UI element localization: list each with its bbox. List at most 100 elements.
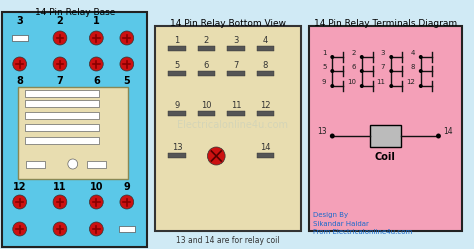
Text: 11: 11 [376,79,385,85]
Circle shape [90,31,103,45]
Text: 12: 12 [406,79,415,85]
Text: 3: 3 [233,36,238,45]
Bar [198,46,215,51]
Text: 1: 1 [174,36,180,45]
Text: 14: 14 [444,126,453,135]
Text: 11: 11 [53,182,67,192]
Bar [198,71,215,76]
Bar [168,71,186,76]
Circle shape [13,222,27,236]
Bar [227,111,245,116]
Bar [227,71,245,76]
Circle shape [120,31,134,45]
Text: 7: 7 [381,64,385,70]
Bar [256,71,274,76]
Bar [256,153,274,158]
Circle shape [330,69,334,73]
Circle shape [419,55,423,59]
FancyBboxPatch shape [309,26,462,231]
Text: 5: 5 [123,76,130,86]
Text: 10: 10 [90,182,103,192]
Text: 10: 10 [347,79,356,85]
Text: 8: 8 [16,76,23,86]
Bar [168,111,186,116]
Text: 9: 9 [174,101,180,110]
Circle shape [389,69,393,73]
Bar [168,153,186,158]
Circle shape [90,57,103,71]
Bar [119,226,135,232]
Circle shape [330,84,334,88]
Circle shape [436,133,441,138]
Circle shape [389,84,393,88]
Circle shape [90,222,103,236]
Text: 13: 13 [172,142,182,151]
Circle shape [13,195,27,209]
Bar [25,137,99,144]
Circle shape [330,133,335,138]
Circle shape [360,55,364,59]
Text: 7: 7 [56,76,64,86]
Text: 11: 11 [231,101,241,110]
Text: 14 Pin Relay Terminals Diagram: 14 Pin Relay Terminals Diagram [314,19,457,28]
Text: 4: 4 [263,36,268,45]
Text: 7: 7 [233,61,238,69]
Text: 2: 2 [204,36,209,45]
Bar [18,87,128,179]
Text: 1: 1 [93,16,100,26]
Text: 3: 3 [381,50,385,56]
Bar [25,100,99,107]
Circle shape [120,195,134,209]
Text: Design By
Sikandar Haidar
From Electricalonline4u.com: Design By Sikandar Haidar From Electrica… [313,212,412,235]
FancyBboxPatch shape [155,26,301,231]
Bar [168,46,186,51]
Bar [25,90,99,97]
Circle shape [360,69,364,73]
Text: 14 Pin Relay Bottom View: 14 Pin Relay Bottom View [170,19,286,28]
Text: 2: 2 [352,50,356,56]
Bar [256,111,274,116]
Circle shape [419,69,423,73]
Bar [26,161,45,168]
Bar [25,112,99,119]
Text: 8: 8 [410,64,415,70]
Text: 8: 8 [263,61,268,69]
Bar [12,35,27,41]
Text: 6: 6 [93,76,100,86]
Text: 9: 9 [123,182,130,192]
Text: 6: 6 [204,61,209,69]
Text: Coil: Coil [375,152,396,162]
Text: 13 and 14 are for relay coil: 13 and 14 are for relay coil [176,236,280,245]
Circle shape [389,55,393,59]
Circle shape [419,84,423,88]
Circle shape [53,195,67,209]
Text: Electricalonline4u.com: Electricalonline4u.com [177,120,289,130]
Text: 9: 9 [322,79,327,85]
Circle shape [53,222,67,236]
Text: 3: 3 [16,16,23,26]
Bar [370,125,401,147]
Circle shape [53,31,67,45]
Bar [25,124,99,131]
Circle shape [330,55,334,59]
Circle shape [68,159,78,169]
FancyBboxPatch shape [2,12,147,247]
Circle shape [120,57,134,71]
Text: 14 Pin Relay Base: 14 Pin Relay Base [35,8,115,17]
Text: 5: 5 [322,64,327,70]
Circle shape [360,84,364,88]
Bar [256,46,274,51]
Circle shape [90,195,103,209]
Circle shape [13,57,27,71]
Bar [198,111,215,116]
Circle shape [53,57,67,71]
Text: 13: 13 [318,126,327,135]
Text: 2: 2 [56,16,64,26]
Text: 12: 12 [13,182,27,192]
Text: 14: 14 [260,142,271,151]
Text: 1: 1 [322,50,327,56]
Text: 6: 6 [351,64,356,70]
Bar [87,161,106,168]
Text: 10: 10 [201,101,212,110]
Bar [227,46,245,51]
